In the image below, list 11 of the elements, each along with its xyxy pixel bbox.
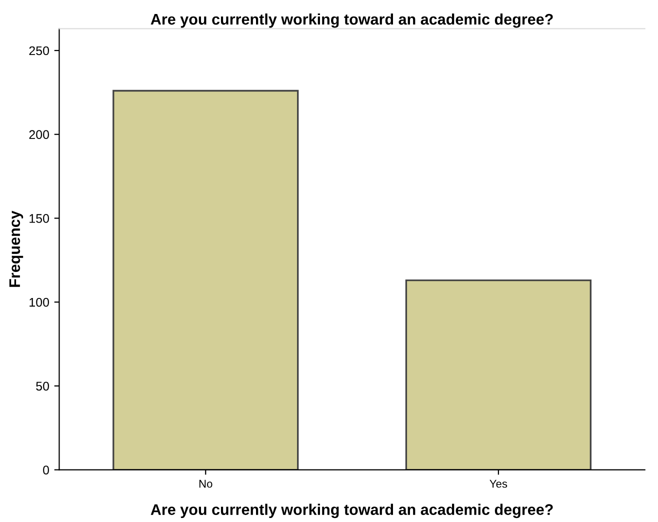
y-tick-label: 250 xyxy=(29,46,50,56)
x-tick-label: No xyxy=(199,480,212,488)
y-tick-label: 200 xyxy=(29,130,50,140)
y-axis-title: Frequency xyxy=(9,210,24,287)
y-tick-label: 50 xyxy=(36,382,50,391)
y-tick-label: 100 xyxy=(30,298,50,307)
x-axis-title: Are you currently working toward an academic degree? xyxy=(150,504,553,518)
chart-title: Are you currently working toward an academic degree? xyxy=(150,13,553,28)
x-tick-label: Yes xyxy=(490,480,508,488)
y-tick-label: 0 xyxy=(43,466,50,474)
y-tick-label: 150 xyxy=(30,214,50,223)
